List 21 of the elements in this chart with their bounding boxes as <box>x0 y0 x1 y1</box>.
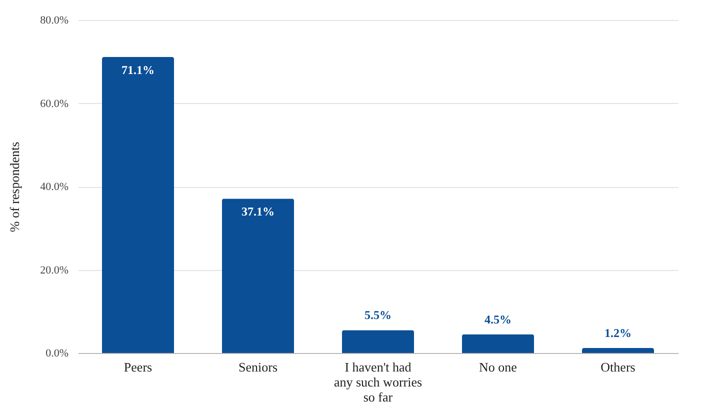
x-tick-label: I haven't had any such worries so far <box>334 360 422 404</box>
x-tick-label: No one <box>479 360 518 374</box>
data-label: 71.1% <box>122 63 154 78</box>
y-tick-label: 40.0% <box>40 181 68 193</box>
x-tick-label: Seniors <box>238 360 278 374</box>
data-label: 1.2% <box>604 326 632 340</box>
data-label: 5.5% <box>364 308 392 322</box>
bar <box>342 330 414 353</box>
bar <box>222 198 294 353</box>
data-label: 4.5% <box>484 312 512 326</box>
data-label: 37.1% <box>242 204 274 219</box>
y-axis-title: % of respondents <box>7 142 22 232</box>
y-tick-label: 20.0% <box>40 264 68 276</box>
bar <box>462 334 534 353</box>
y-tick-label: 60.0% <box>40 98 68 110</box>
y-tick-label: 0.0% <box>46 348 68 360</box>
y-tick-label: 80.0% <box>40 14 68 26</box>
x-tick-label: Others <box>600 360 636 374</box>
bar <box>582 348 654 353</box>
bar <box>102 57 174 353</box>
x-tick-label: Peers <box>124 360 152 374</box>
